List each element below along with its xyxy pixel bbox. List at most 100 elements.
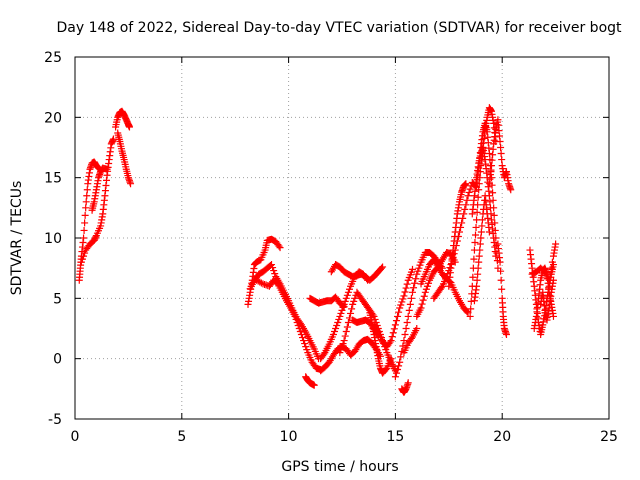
data-point xyxy=(464,309,472,317)
data-point xyxy=(259,280,267,288)
data-point xyxy=(425,279,433,287)
y-tick-label: -5 xyxy=(48,412,62,428)
series-arc-t xyxy=(400,325,421,357)
data-point xyxy=(476,240,484,248)
data-point xyxy=(420,292,428,300)
data-point xyxy=(463,196,471,204)
data-point xyxy=(473,208,481,216)
data-point xyxy=(496,137,504,145)
data-point xyxy=(552,240,560,248)
data-point xyxy=(547,264,555,272)
data-point xyxy=(337,309,345,317)
series-arc-w xyxy=(430,178,481,302)
data-point xyxy=(450,250,458,258)
data-point xyxy=(405,306,413,314)
y-tick-label: 20 xyxy=(44,110,62,126)
data-point xyxy=(478,216,486,224)
data-point xyxy=(292,315,300,323)
data-point xyxy=(467,305,475,313)
data-point xyxy=(475,186,483,194)
data-point xyxy=(331,328,339,336)
series-arc-v xyxy=(417,256,472,317)
data-point xyxy=(82,204,90,212)
series-arc-b xyxy=(77,135,117,266)
data-point xyxy=(370,312,378,320)
data-point xyxy=(335,315,343,323)
data-point xyxy=(477,234,485,242)
x-tick-label: 15 xyxy=(386,429,404,445)
x-tick-label: 5 xyxy=(177,429,186,445)
data-point xyxy=(463,308,471,316)
axis-ticks: 0 5 10 15 20 25 -5 0 5 10 15 20 25 xyxy=(44,50,618,445)
data-point xyxy=(378,264,386,272)
data-point xyxy=(401,288,409,296)
data-point xyxy=(408,265,416,273)
data-point xyxy=(443,273,451,281)
data-point xyxy=(109,135,117,143)
data-point xyxy=(404,312,412,320)
data-point xyxy=(348,305,356,313)
data-point xyxy=(398,298,406,306)
data-point xyxy=(81,249,89,257)
data-point xyxy=(473,276,481,284)
data-point xyxy=(451,258,459,266)
data-point xyxy=(462,180,470,188)
series-arc-r xyxy=(391,248,446,381)
data-point xyxy=(414,267,422,275)
data-point xyxy=(498,285,506,293)
x-tick-label: 20 xyxy=(493,429,511,445)
series-arc-ah xyxy=(537,276,557,324)
data-point xyxy=(486,198,494,206)
data-point xyxy=(397,353,405,361)
data-point xyxy=(341,332,349,340)
data-point xyxy=(343,323,351,331)
series-arc-p xyxy=(366,309,395,377)
data-point xyxy=(491,226,499,234)
data-point xyxy=(498,156,506,164)
series-arc-ad xyxy=(494,240,510,339)
data-point xyxy=(403,318,411,326)
data-point xyxy=(407,334,415,342)
data-point xyxy=(396,304,404,312)
chart-title: Day 148 of 2022, Sidereal Day-to-day VTE… xyxy=(56,20,622,36)
data-point xyxy=(338,343,346,351)
data-point xyxy=(271,270,279,278)
data-point xyxy=(491,219,499,227)
data-point xyxy=(470,255,478,263)
data-marks xyxy=(75,104,560,396)
data-point xyxy=(401,331,409,339)
data-point xyxy=(275,242,283,250)
data-point xyxy=(339,340,347,348)
data-point xyxy=(80,252,88,260)
data-point xyxy=(81,219,89,227)
data-point xyxy=(406,300,414,308)
data-point xyxy=(397,301,405,309)
data-point xyxy=(489,189,497,197)
data-point xyxy=(394,312,402,320)
data-point xyxy=(81,211,89,219)
data-point xyxy=(293,318,301,326)
data-point xyxy=(77,258,85,266)
data-point xyxy=(546,270,554,278)
data-point xyxy=(391,373,399,381)
data-point xyxy=(127,180,135,188)
data-point xyxy=(103,165,111,173)
data-point xyxy=(303,346,311,354)
data-point xyxy=(391,321,399,329)
data-point xyxy=(337,346,345,354)
data-point xyxy=(549,312,557,320)
data-point xyxy=(489,196,497,204)
data-point xyxy=(473,216,481,224)
data-point xyxy=(345,285,353,293)
series-arc-d xyxy=(112,107,133,131)
data-point xyxy=(340,337,348,345)
data-point xyxy=(387,355,395,363)
data-point xyxy=(344,318,352,326)
data-point xyxy=(492,234,500,242)
data-point xyxy=(419,296,427,304)
data-point xyxy=(485,150,493,158)
data-point xyxy=(407,294,415,302)
data-point xyxy=(343,291,351,299)
data-point xyxy=(400,292,408,300)
data-point xyxy=(464,192,472,200)
